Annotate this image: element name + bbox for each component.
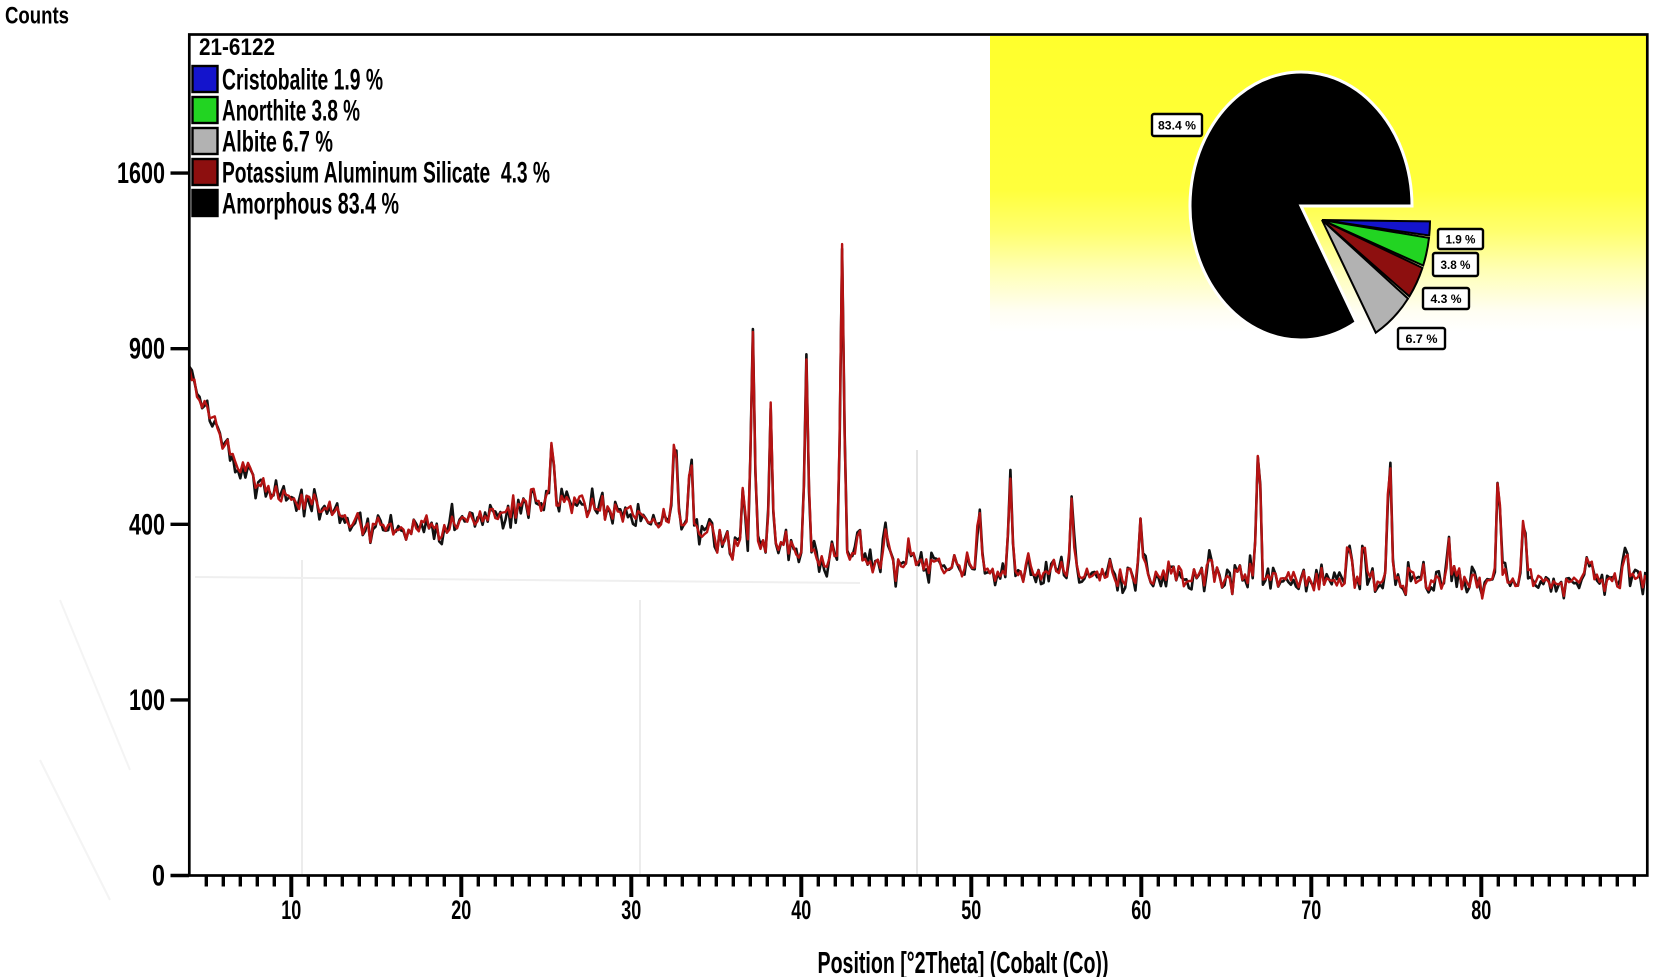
svg-text:10: 10 (281, 895, 301, 925)
svg-text:Anorthite 3.8 %: Anorthite 3.8 % (222, 95, 360, 128)
svg-text:3.8 %: 3.8 % (1441, 260, 1471, 272)
svg-text:100: 100 (129, 684, 165, 717)
svg-text:900: 900 (129, 333, 165, 366)
svg-text:Counts: Counts (5, 3, 69, 30)
svg-text:Cristobalite 1.9 %: Cristobalite 1.9 % (222, 64, 383, 97)
svg-text:40: 40 (791, 895, 811, 925)
svg-text:4.3 %: 4.3 % (1431, 294, 1462, 306)
svg-text:70: 70 (1301, 895, 1321, 925)
svg-text:0: 0 (152, 860, 165, 893)
svg-text:83.4 %: 83.4 % (1158, 119, 1196, 133)
svg-text:50: 50 (961, 895, 981, 925)
svg-text:Position [°2Theta] (Cobalt (Co: Position [°2Theta] (Cobalt (Co)) (818, 945, 1109, 977)
svg-text:Potassium Aluminum Silicate 4: Potassium Aluminum Silicate 4.3 % (222, 157, 550, 190)
svg-text:80: 80 (1471, 895, 1491, 925)
svg-text:6.7 %: 6.7 % (1406, 334, 1438, 346)
svg-text:1600: 1600 (117, 157, 165, 190)
svg-text:21-6122: 21-6122 (199, 34, 275, 61)
svg-text:20: 20 (451, 895, 471, 925)
svg-text:Albite 6.7 %: Albite 6.7 % (222, 126, 333, 159)
svg-text:Amorphous 83.4 %: Amorphous 83.4 % (222, 188, 399, 221)
svg-text:30: 30 (621, 895, 641, 925)
svg-text:400: 400 (129, 508, 165, 541)
svg-text:1.9 %: 1.9 % (1446, 235, 1476, 247)
svg-text:60: 60 (1131, 895, 1151, 925)
